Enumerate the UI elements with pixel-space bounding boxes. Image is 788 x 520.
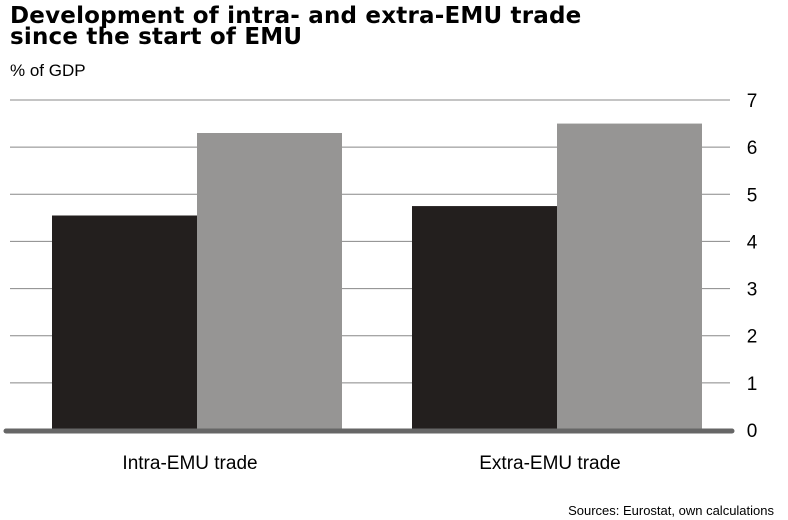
- chart-title-line-1: Development of intra- and extra-EMU trad…: [10, 3, 582, 29]
- chart-title: Development of intra- and extra-EMU trad…: [10, 3, 710, 50]
- bar-chart: 0 1 2 3 4 5 6 7 Intra-EMU trade Extra-EMU trade: [3, 91, 758, 474]
- x-axis-category-labels: Intra-EMU trade Extra-EMU trade: [122, 453, 620, 474]
- x-category-label: Intra-EMU trade: [122, 453, 257, 474]
- bar-extra-emu-trade-s2: [557, 123, 702, 431]
- y-tick-label: 3: [747, 280, 758, 301]
- chart-title-line-2: since the start of EMU: [10, 24, 303, 50]
- x-category-label: Extra-EMU trade: [479, 453, 620, 474]
- bar-intra-emu-trade-s1: [52, 215, 197, 430]
- y-tick-label: 4: [747, 232, 758, 253]
- y-tick-label: 5: [747, 185, 758, 206]
- bars: [3, 123, 735, 434]
- source-note: Sources: Eurostat, own calculations: [568, 503, 774, 518]
- y-tick-label: 1: [747, 374, 758, 395]
- chart-subtitle: % of GDP: [10, 61, 86, 80]
- y-axis-tick-labels: 0 1 2 3 4 5 6 7: [747, 91, 758, 442]
- y-tick-label: 2: [747, 327, 758, 348]
- y-tick-label: 0: [747, 421, 758, 442]
- bar-extra-emu-trade-s1: [412, 206, 557, 430]
- y-tick-label: 7: [747, 91, 758, 112]
- y-tick-label: 6: [747, 138, 758, 159]
- bar-intra-emu-trade-s2: [197, 133, 342, 430]
